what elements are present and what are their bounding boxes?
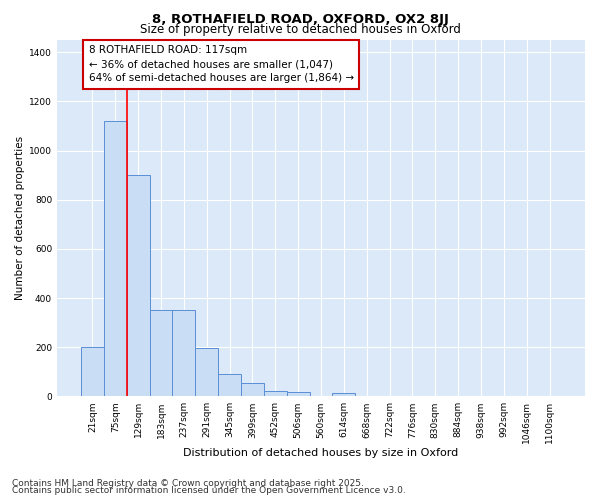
Bar bbox=[264, 391, 287, 396]
Text: 8, ROTHAFIELD ROAD, OXFORD, OX2 8JJ: 8, ROTHAFIELD ROAD, OXFORD, OX2 8JJ bbox=[152, 12, 448, 26]
Bar bbox=[104, 121, 127, 396]
Bar bbox=[127, 175, 149, 396]
Text: Contains public sector information licensed under the Open Government Licence v3: Contains public sector information licen… bbox=[12, 486, 406, 495]
Bar bbox=[81, 347, 104, 397]
Bar bbox=[241, 383, 264, 396]
Text: Contains HM Land Registry data © Crown copyright and database right 2025.: Contains HM Land Registry data © Crown c… bbox=[12, 478, 364, 488]
Bar bbox=[172, 310, 196, 396]
Bar bbox=[332, 394, 355, 396]
Bar bbox=[287, 392, 310, 396]
Bar bbox=[218, 374, 241, 396]
Bar bbox=[196, 348, 218, 397]
Text: 8 ROTHAFIELD ROAD: 117sqm
← 36% of detached houses are smaller (1,047)
64% of se: 8 ROTHAFIELD ROAD: 117sqm ← 36% of detac… bbox=[89, 46, 354, 84]
Text: Size of property relative to detached houses in Oxford: Size of property relative to detached ho… bbox=[140, 22, 460, 36]
Y-axis label: Number of detached properties: Number of detached properties bbox=[15, 136, 25, 300]
X-axis label: Distribution of detached houses by size in Oxford: Distribution of detached houses by size … bbox=[184, 448, 458, 458]
Bar bbox=[149, 310, 172, 396]
